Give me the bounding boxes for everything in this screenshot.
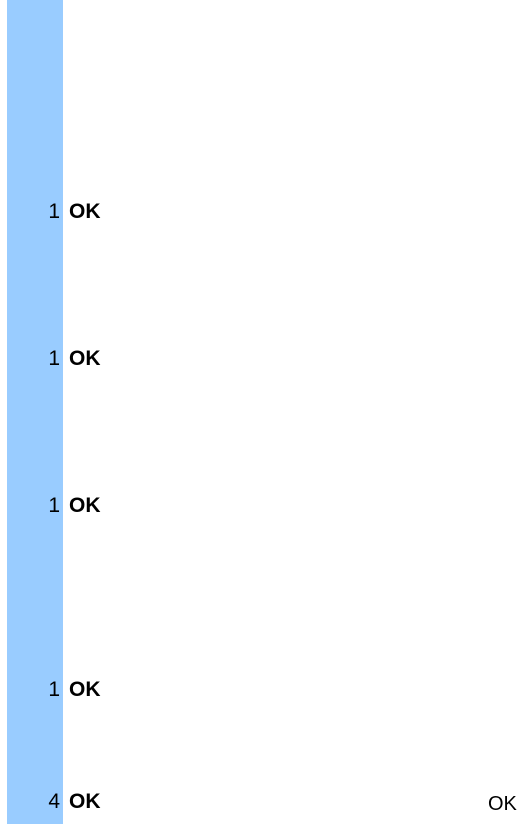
- row-count: 1: [48, 347, 60, 370]
- total-row: 4 OK: [0, 788, 200, 816]
- row-status: OK: [69, 200, 101, 223]
- result-row: 1 OK: [0, 345, 200, 373]
- row-status: OK: [69, 494, 101, 517]
- total-status: OK: [69, 790, 101, 813]
- result-row: 1 OK: [0, 492, 200, 520]
- row-count: 1: [48, 678, 60, 701]
- highlight-column: [7, 0, 63, 824]
- row-count: 1: [48, 200, 60, 223]
- result-row: 1 OK: [0, 676, 200, 704]
- result-row: 1 OK: [0, 198, 200, 226]
- footer-status: OK: [488, 793, 517, 815]
- row-status: OK: [69, 347, 101, 370]
- total-count: 4: [48, 790, 60, 813]
- row-count: 1: [48, 494, 60, 517]
- row-status: OK: [69, 678, 101, 701]
